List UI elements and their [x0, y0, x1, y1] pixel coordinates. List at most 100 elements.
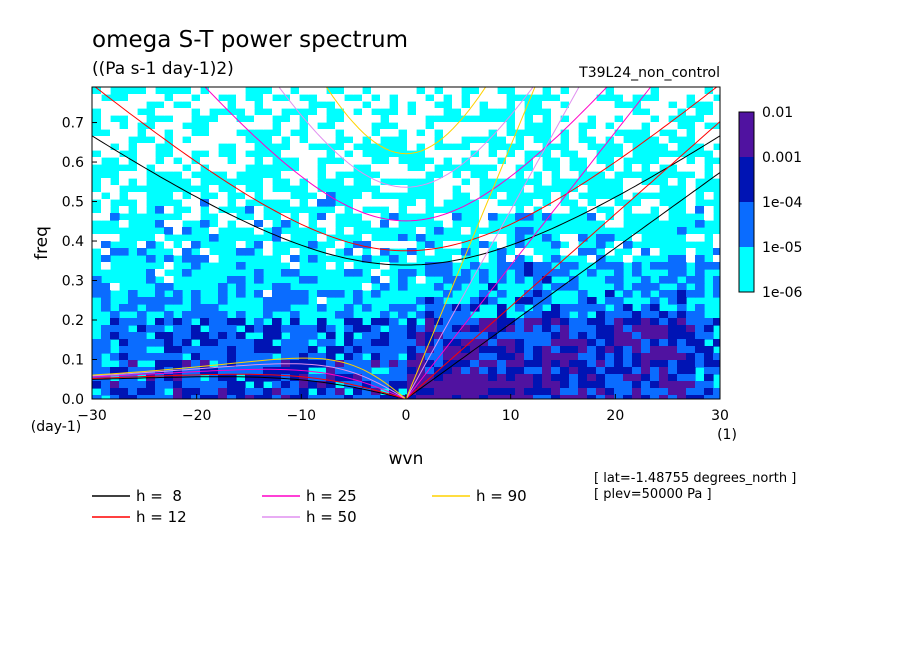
- field-cell: [461, 311, 471, 319]
- field-cell: [542, 290, 552, 298]
- field-cell: [623, 94, 633, 102]
- field-cell: [110, 108, 120, 116]
- field-cell: [641, 311, 651, 319]
- field-cell: [353, 339, 363, 347]
- field-cell: [686, 395, 696, 399]
- field-cell: [632, 367, 642, 375]
- field-cell: [227, 136, 237, 144]
- field-cell: [353, 150, 363, 158]
- field-cell: [209, 234, 219, 242]
- field-cell: [326, 360, 336, 368]
- field-cell: [272, 234, 282, 242]
- field-cell: [542, 276, 552, 284]
- field-cell: [524, 325, 534, 333]
- field-cell: [110, 381, 120, 389]
- field-cell: [119, 360, 129, 368]
- field-cell: [461, 227, 471, 235]
- field-cell: [299, 395, 309, 399]
- field-cell: [335, 241, 345, 249]
- field-cell: [191, 213, 201, 221]
- field-cell: [686, 206, 696, 214]
- field-cell: [695, 332, 705, 340]
- field-cell: [695, 234, 705, 242]
- field-cell: [317, 304, 327, 312]
- field-cell: [596, 108, 606, 116]
- field-cell: [452, 136, 462, 144]
- field-cell: [263, 339, 273, 347]
- field-cell: [695, 262, 705, 270]
- field-cell: [380, 360, 390, 368]
- field-cell: [650, 101, 660, 109]
- field-cell: [551, 311, 561, 319]
- field-cell: [605, 262, 615, 270]
- field-cell: [659, 360, 669, 368]
- field-cell: [632, 353, 642, 361]
- field-cell: [236, 395, 246, 399]
- field-cell: [119, 171, 129, 179]
- field-cell: [200, 157, 210, 165]
- field-cell: [209, 157, 219, 165]
- field-cell: [353, 101, 363, 109]
- field-cell: [317, 374, 327, 382]
- field-cell: [182, 171, 192, 179]
- field-cell: [146, 395, 156, 399]
- field-cell: [344, 332, 354, 340]
- field-cell: [497, 290, 507, 298]
- field-cell: [470, 94, 480, 102]
- field-cell: [515, 346, 525, 354]
- field-cell: [335, 346, 345, 354]
- field-cell: [182, 94, 192, 102]
- field-cell: [137, 367, 147, 375]
- field-cell: [578, 199, 588, 207]
- field-cell: [578, 332, 588, 340]
- field-cell: [443, 150, 453, 158]
- field-cell: [146, 87, 156, 95]
- x-tick-label: 20: [606, 408, 624, 424]
- field-cell: [443, 122, 453, 130]
- field-cell: [515, 304, 525, 312]
- field-cell: [101, 248, 111, 256]
- field-cell: [533, 255, 543, 263]
- field-cell: [632, 87, 642, 95]
- field-cell: [182, 143, 192, 151]
- field-cell: [101, 381, 111, 389]
- field-cell: [443, 374, 453, 382]
- field-cell: [425, 297, 435, 305]
- field-cell: [407, 206, 417, 214]
- y-tick-label: 0.5: [62, 195, 84, 211]
- field-cell: [569, 388, 579, 396]
- field-cell: [425, 346, 435, 354]
- field-cell: [623, 178, 633, 186]
- field-cell: [182, 108, 192, 116]
- x-tick-label: 10: [502, 408, 520, 424]
- field-cell: [371, 248, 381, 256]
- field-cell: [659, 346, 669, 354]
- field-cell: [470, 388, 480, 396]
- field-cell: [173, 381, 183, 389]
- field-cell: [434, 157, 444, 165]
- field-cell: [236, 381, 246, 389]
- field-cell: [479, 346, 489, 354]
- field-cell: [119, 129, 129, 137]
- field-cell: [209, 164, 219, 172]
- field-cell: [650, 262, 660, 270]
- field-cell: [119, 332, 129, 340]
- field-cell: [713, 388, 720, 396]
- field-cell: [326, 395, 336, 399]
- field-cell: [452, 318, 462, 326]
- field-cell: [227, 332, 237, 340]
- field-cell: [632, 283, 642, 291]
- field-cell: [587, 129, 597, 137]
- field-cell: [605, 395, 615, 399]
- field-cell: [110, 192, 120, 200]
- field-cell: [137, 353, 147, 361]
- field-cell: [623, 325, 633, 333]
- field-cell: [659, 136, 669, 144]
- field-cell: [308, 157, 318, 165]
- field-cell: [389, 185, 399, 193]
- field-cell: [704, 367, 714, 375]
- field-cell: [182, 129, 192, 137]
- field-cell: [182, 339, 192, 347]
- field-cell: [668, 255, 678, 263]
- field-cell: [425, 311, 435, 319]
